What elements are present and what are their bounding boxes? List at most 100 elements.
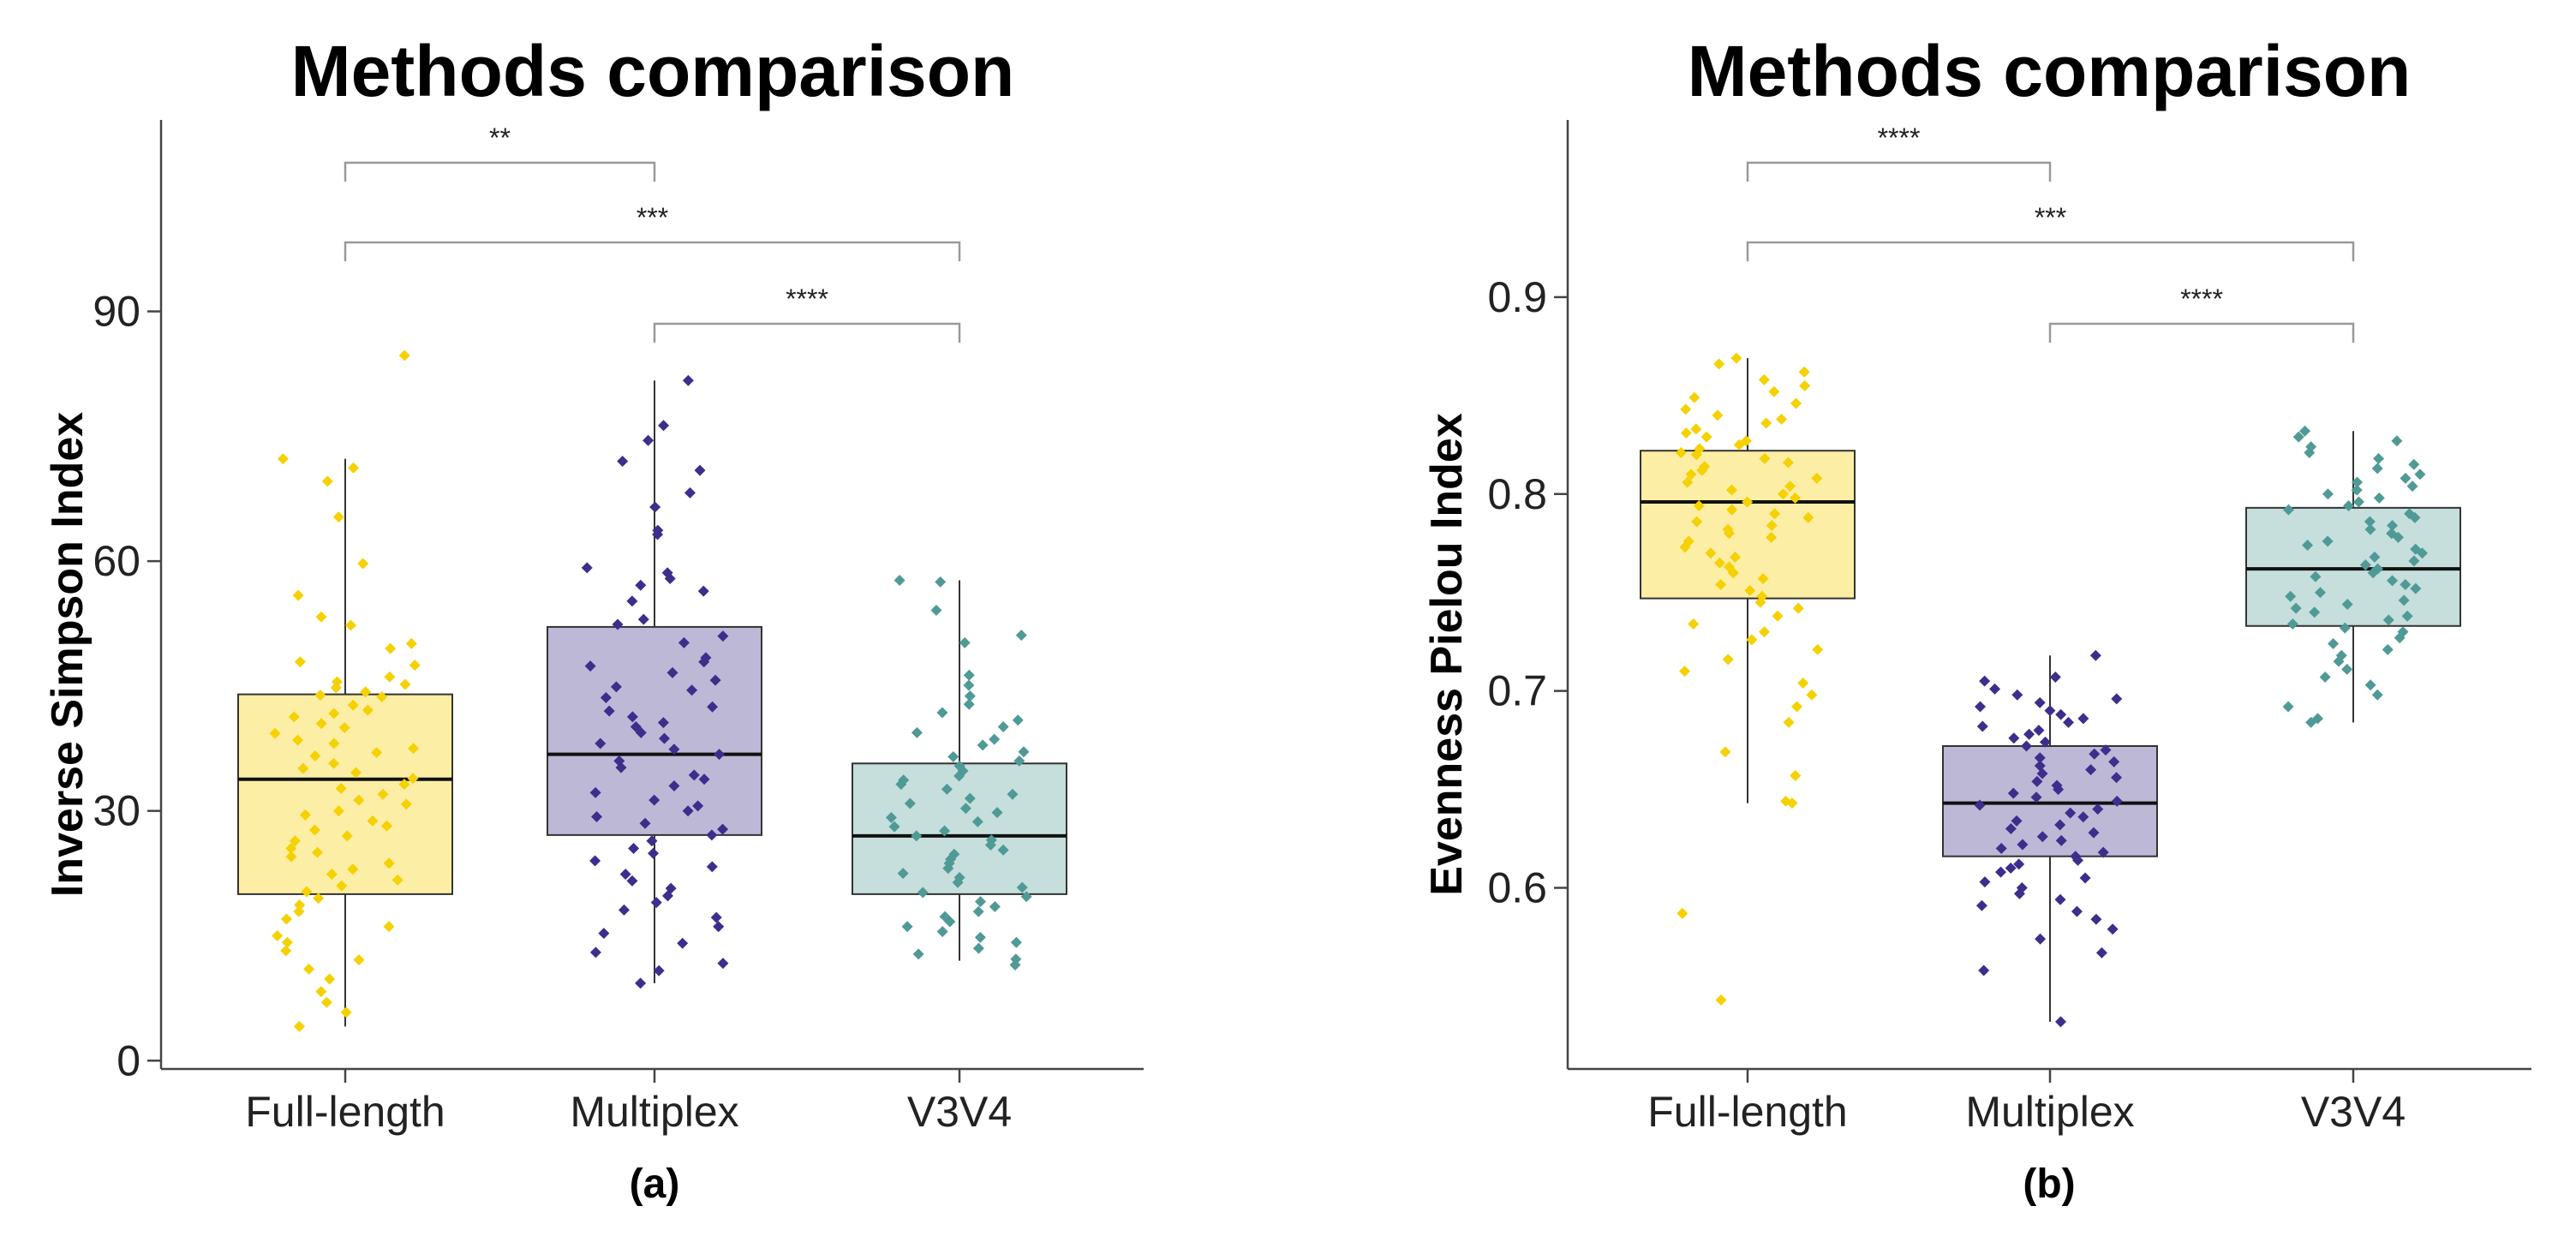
data-point — [1679, 666, 1691, 678]
data-point — [1776, 413, 1788, 425]
y-axis-title: Inverse Simpson Index — [43, 412, 93, 897]
data-point — [963, 679, 975, 691]
data-point — [697, 585, 709, 597]
data-point — [332, 805, 344, 817]
significance-bracket — [653, 322, 961, 343]
data-point — [2369, 551, 2381, 563]
data-point — [1789, 492, 1801, 504]
data-point — [385, 642, 397, 654]
data-point — [2097, 846, 2109, 858]
data-point — [1758, 373, 1770, 385]
data-point — [936, 707, 948, 719]
data-point — [1766, 531, 1778, 543]
data-point — [292, 734, 304, 746]
data-point — [682, 374, 694, 386]
data-point — [2063, 716, 2075, 728]
data-point — [2302, 540, 2314, 552]
data-point — [2077, 713, 2089, 725]
data-point — [664, 573, 676, 585]
data-point — [1688, 618, 1700, 630]
data-point — [626, 875, 638, 887]
data-point — [635, 977, 647, 989]
data-point — [2108, 755, 2120, 767]
data-point — [332, 511, 344, 523]
data-point — [1013, 755, 1025, 767]
data-point — [698, 773, 710, 785]
data-point — [2305, 716, 2317, 728]
data-point — [944, 916, 956, 928]
data-point — [1978, 964, 1990, 976]
data-point — [1790, 397, 1802, 409]
data-point — [2359, 559, 2371, 571]
data-point — [1676, 907, 1688, 919]
data-point — [1693, 500, 1705, 512]
data-point — [353, 954, 365, 966]
data-point — [2036, 767, 2048, 779]
data-point — [972, 905, 984, 917]
data-point — [639, 817, 651, 829]
data-point — [2408, 458, 2420, 470]
data-point — [315, 611, 327, 623]
data-point — [383, 857, 395, 869]
data-point — [598, 928, 610, 940]
data-point — [885, 811, 897, 823]
data-point — [989, 733, 1001, 745]
data-point — [2371, 463, 2383, 475]
data-point — [362, 704, 374, 716]
chart-title: Methods comparison — [1688, 31, 2412, 111]
data-point — [698, 656, 710, 668]
chart-title: Methods comparison — [291, 31, 1015, 111]
data-point — [648, 794, 660, 806]
data-point — [2352, 476, 2364, 488]
data-point — [589, 855, 601, 867]
data-point — [2286, 618, 2298, 630]
data-point — [659, 732, 671, 744]
data-point — [1782, 457, 1794, 469]
data-point — [2035, 933, 2047, 945]
data-point — [330, 682, 342, 694]
data-point — [997, 844, 1009, 856]
data-point — [357, 558, 369, 570]
data-point — [912, 948, 924, 960]
significance-bracket — [1746, 161, 2052, 182]
data-point — [2392, 531, 2404, 543]
data-point — [2285, 590, 2297, 602]
data-point — [984, 839, 996, 851]
data-point — [2339, 622, 2351, 634]
data-point — [1806, 689, 1818, 701]
data-point — [371, 747, 383, 759]
data-point — [653, 964, 665, 976]
data-point — [336, 880, 348, 892]
data-point — [277, 453, 289, 465]
data-point — [688, 769, 700, 781]
data-point — [1777, 488, 1789, 500]
data-point — [2034, 752, 2046, 764]
data-point — [1797, 677, 1809, 689]
data-point — [1719, 746, 1731, 758]
data-point — [1016, 881, 1028, 893]
data-point — [1010, 936, 1022, 948]
data-point — [1727, 567, 1739, 579]
data-point — [2373, 452, 2385, 464]
data-point — [2079, 872, 2091, 884]
data-point — [338, 722, 350, 734]
data-point — [2394, 632, 2406, 644]
data-point — [293, 1020, 305, 1032]
data-point — [584, 660, 596, 672]
significance-bracket — [2048, 322, 2355, 343]
data-point — [692, 800, 704, 812]
data-point — [963, 698, 975, 710]
data-point — [2343, 500, 2355, 512]
x-tick-label: V3V4 — [907, 1088, 1012, 1136]
data-point — [381, 820, 393, 832]
data-point — [2391, 435, 2403, 447]
data-point — [2011, 689, 2023, 701]
data-point — [2416, 547, 2428, 559]
data-point — [997, 721, 1009, 733]
data-point — [2382, 614, 2394, 626]
data-point — [953, 770, 965, 782]
data-point — [1705, 547, 1717, 559]
data-point — [2055, 1016, 2067, 1028]
data-point — [911, 830, 923, 842]
data-point — [288, 711, 300, 723]
